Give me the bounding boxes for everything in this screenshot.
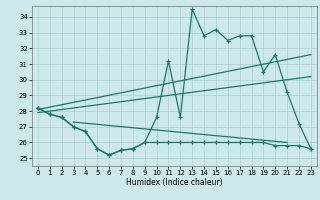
X-axis label: Humidex (Indice chaleur): Humidex (Indice chaleur) [126, 178, 223, 187]
